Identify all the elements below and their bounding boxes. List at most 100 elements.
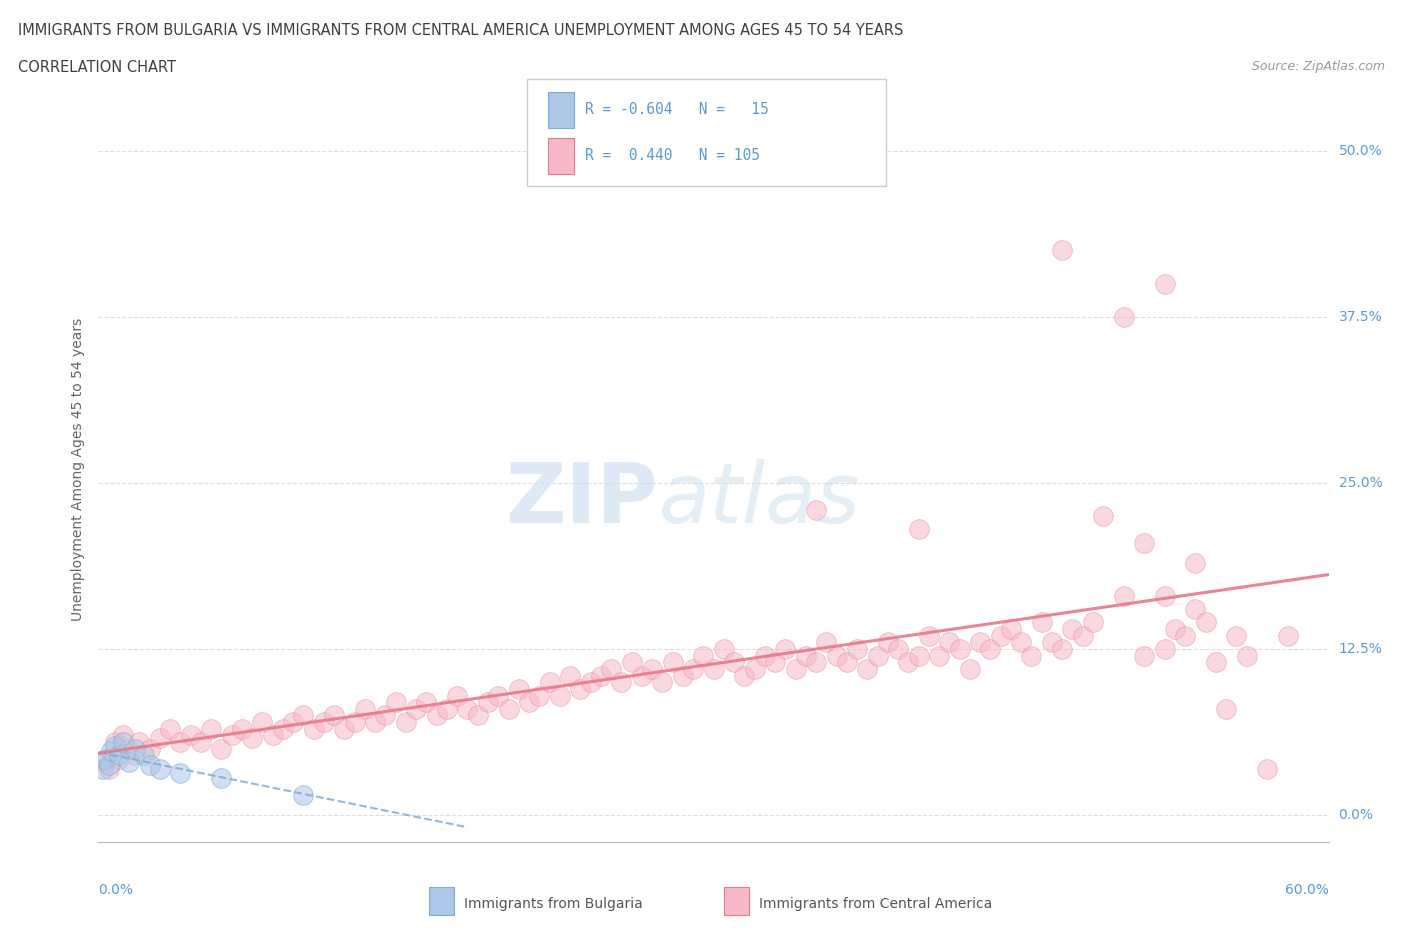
Point bbox=[169, 765, 191, 780]
Point bbox=[240, 731, 263, 746]
Text: 0.0%: 0.0% bbox=[1339, 808, 1374, 822]
Text: 50.0%: 50.0% bbox=[1339, 144, 1382, 158]
Point bbox=[897, 655, 920, 670]
Point bbox=[252, 714, 274, 729]
Point bbox=[672, 668, 695, 683]
Point bbox=[529, 688, 551, 703]
Point bbox=[486, 688, 509, 703]
Point bbox=[538, 675, 561, 690]
Point bbox=[856, 661, 879, 676]
Point bbox=[169, 735, 191, 750]
Point bbox=[1031, 615, 1053, 630]
Point bbox=[825, 648, 848, 663]
Point bbox=[149, 731, 172, 746]
Text: CORRELATION CHART: CORRELATION CHART bbox=[18, 60, 176, 75]
Point bbox=[1225, 629, 1247, 644]
Point bbox=[1256, 761, 1278, 776]
Text: Immigrants from Central America: Immigrants from Central America bbox=[759, 897, 993, 911]
Point bbox=[949, 642, 972, 657]
Point bbox=[1164, 621, 1187, 636]
Point bbox=[292, 708, 315, 723]
Point bbox=[754, 648, 776, 663]
Point bbox=[283, 714, 305, 729]
Point bbox=[1081, 615, 1104, 630]
Point bbox=[1153, 589, 1175, 604]
Point bbox=[333, 722, 356, 737]
Point bbox=[384, 695, 406, 710]
Text: 60.0%: 60.0% bbox=[1285, 883, 1329, 897]
Text: R = -0.604   N =   15: R = -0.604 N = 15 bbox=[585, 101, 769, 116]
Point bbox=[1277, 629, 1299, 644]
Point bbox=[1215, 701, 1237, 716]
Point bbox=[93, 754, 115, 769]
Point bbox=[579, 675, 602, 690]
Point bbox=[128, 735, 150, 750]
Text: 12.5%: 12.5% bbox=[1339, 642, 1382, 656]
Point bbox=[374, 708, 396, 723]
Point bbox=[343, 714, 366, 729]
Y-axis label: Unemployment Among Ages 45 to 54 years: Unemployment Among Ages 45 to 54 years bbox=[72, 318, 86, 621]
Point bbox=[558, 668, 581, 683]
Point bbox=[866, 648, 889, 663]
Point bbox=[517, 695, 540, 710]
Point bbox=[1000, 621, 1022, 636]
Point bbox=[1040, 635, 1063, 650]
Point bbox=[846, 642, 869, 657]
Point bbox=[477, 695, 499, 710]
Point bbox=[918, 629, 941, 644]
Point bbox=[661, 655, 683, 670]
Point bbox=[91, 761, 114, 776]
Point bbox=[149, 761, 172, 776]
Text: ZIP: ZIP bbox=[506, 458, 658, 540]
Point bbox=[108, 751, 131, 766]
Point bbox=[104, 735, 127, 750]
Point bbox=[221, 728, 243, 743]
Point bbox=[97, 761, 120, 776]
Point bbox=[804, 655, 827, 670]
Point bbox=[138, 741, 160, 756]
Point bbox=[1010, 635, 1032, 650]
Point bbox=[1205, 655, 1227, 670]
Point bbox=[959, 661, 981, 676]
Point bbox=[733, 668, 755, 683]
Point bbox=[262, 728, 284, 743]
Point bbox=[794, 648, 817, 663]
Point bbox=[231, 722, 253, 737]
Point bbox=[1153, 642, 1175, 657]
Point bbox=[93, 751, 115, 766]
Point bbox=[1133, 648, 1156, 663]
Point bbox=[744, 661, 766, 676]
Point bbox=[364, 714, 387, 729]
Point bbox=[835, 655, 858, 670]
Point bbox=[1021, 648, 1043, 663]
Point bbox=[467, 708, 489, 723]
Point bbox=[1236, 648, 1258, 663]
Point bbox=[180, 728, 202, 743]
Point bbox=[763, 655, 786, 670]
Point bbox=[1153, 276, 1175, 291]
Point bbox=[97, 757, 120, 772]
Point bbox=[589, 668, 612, 683]
Text: 25.0%: 25.0% bbox=[1339, 476, 1382, 490]
Point bbox=[887, 642, 910, 657]
Point bbox=[600, 661, 623, 676]
Point bbox=[118, 741, 141, 756]
Point bbox=[112, 728, 135, 743]
Point bbox=[938, 635, 960, 650]
Point bbox=[211, 770, 233, 785]
Point bbox=[907, 648, 929, 663]
Point bbox=[395, 714, 418, 729]
Point bbox=[630, 668, 652, 683]
Point bbox=[969, 635, 991, 650]
Point bbox=[775, 642, 797, 657]
Point bbox=[436, 701, 458, 716]
Point bbox=[426, 708, 449, 723]
Point bbox=[928, 648, 950, 663]
Point bbox=[190, 735, 212, 750]
Point bbox=[815, 635, 838, 650]
Point bbox=[723, 655, 745, 670]
Point bbox=[979, 642, 1001, 657]
Point bbox=[132, 748, 155, 763]
Point bbox=[159, 722, 181, 737]
Point bbox=[124, 748, 146, 763]
